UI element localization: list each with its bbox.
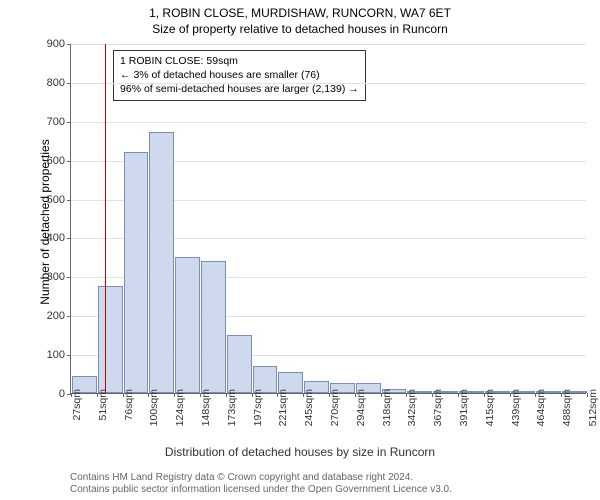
x-tick-label: 221sqm	[277, 389, 289, 426]
annot-line2: ← 3% of detached houses are smaller (76)	[120, 68, 359, 82]
x-tick-label: 100sqm	[148, 389, 160, 426]
x-tick-label: 342sqm	[406, 389, 418, 426]
y-tick-mark	[67, 316, 71, 317]
y-tick-mark	[67, 161, 71, 162]
y-tick-label: 900	[31, 38, 65, 50]
x-tick-label: 76sqm	[123, 389, 135, 421]
x-axis-label: Distribution of detached houses by size …	[0, 445, 600, 459]
x-tick-label: 367sqm	[432, 389, 444, 426]
y-tick-mark	[67, 122, 71, 123]
y-tick-label: 300	[31, 271, 65, 283]
gridline	[71, 44, 586, 45]
y-tick-mark	[67, 238, 71, 239]
x-tick-label: 488sqm	[561, 389, 573, 426]
y-tick-label: 800	[31, 77, 65, 89]
footer-line2: Contains public sector information licen…	[70, 484, 590, 496]
title-address: 1, ROBIN CLOSE, MURDISHAW, RUNCORN, WA7 …	[0, 6, 600, 20]
histogram-bar	[98, 286, 123, 393]
x-tick-label: 270sqm	[329, 389, 341, 426]
footer-line1: Contains HM Land Registry data © Crown c…	[70, 472, 590, 484]
x-tick-label: 27sqm	[71, 389, 83, 421]
gridline	[71, 122, 586, 123]
annot-line3: 96% of semi-detached houses are larger (…	[120, 82, 359, 96]
x-tick-label: 439sqm	[510, 389, 522, 426]
histogram-bar	[201, 261, 226, 393]
y-tick-mark	[67, 355, 71, 356]
x-tick-label: 245sqm	[303, 389, 315, 426]
x-tick-label: 124sqm	[174, 389, 186, 426]
y-tick-label: 500	[31, 194, 65, 206]
y-tick-label: 700	[31, 116, 65, 128]
x-tick-label: 464sqm	[535, 389, 547, 426]
y-tick-label: 0	[31, 388, 65, 400]
reference-line	[105, 44, 106, 393]
x-tick-label: 148sqm	[200, 389, 212, 426]
y-tick-mark	[67, 277, 71, 278]
x-tick-label: 318sqm	[381, 389, 393, 426]
chart-area: 1 ROBIN CLOSE: 59sqm ← 3% of detached ho…	[70, 44, 586, 394]
x-tick-label: 51sqm	[97, 389, 109, 421]
x-tick-label: 173sqm	[226, 389, 238, 426]
histogram-bar	[124, 152, 149, 393]
histogram-bar	[149, 132, 174, 393]
x-tick-label: 415sqm	[484, 389, 496, 426]
y-tick-label: 400	[31, 232, 65, 244]
attribution-footer: Contains HM Land Registry data © Crown c…	[70, 472, 590, 496]
y-tick-mark	[67, 44, 71, 45]
histogram-bar	[227, 335, 252, 393]
histogram-bar	[175, 257, 200, 393]
y-tick-mark	[67, 200, 71, 201]
y-tick-label: 100	[31, 349, 65, 361]
x-tick-label: 197sqm	[252, 389, 264, 426]
reference-annotation: 1 ROBIN CLOSE: 59sqm ← 3% of detached ho…	[113, 50, 366, 101]
gridline	[71, 83, 586, 84]
x-tick-label: 391sqm	[458, 389, 470, 426]
x-tick-label: 512sqm	[587, 389, 599, 426]
y-tick-mark	[67, 83, 71, 84]
annot-line1: 1 ROBIN CLOSE: 59sqm	[120, 54, 359, 68]
y-tick-label: 200	[31, 310, 65, 322]
title-subtitle: Size of property relative to detached ho…	[0, 22, 600, 36]
y-tick-label: 600	[31, 155, 65, 167]
x-tick-label: 294sqm	[355, 389, 367, 426]
